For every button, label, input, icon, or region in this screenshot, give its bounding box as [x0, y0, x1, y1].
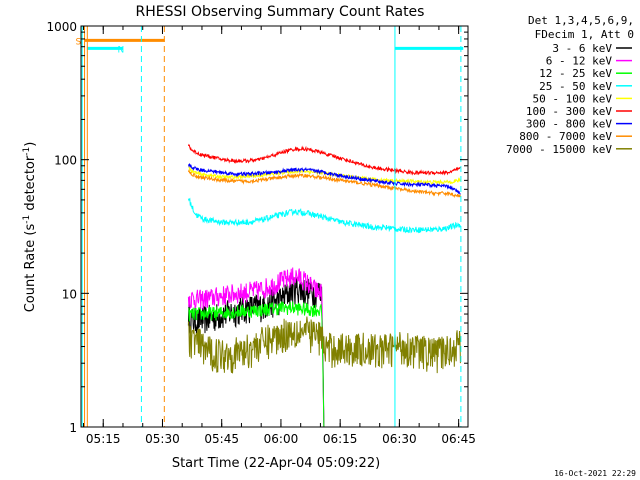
series-line-7 — [187, 169, 461, 199]
x-tick-label: 05:45 — [204, 432, 239, 446]
x-tick-label: 06:00 — [264, 432, 299, 446]
legend-header-1: Det 1,3,4,5,6,9, — [528, 14, 634, 27]
footer-timestamp: 16-Oct-2021 22:29 — [554, 469, 636, 478]
legend-label: 12 - 25 keV — [539, 67, 612, 80]
series-line-5 — [187, 143, 461, 176]
flag-label: S — [76, 37, 82, 47]
y-tick-label: 1 — [69, 421, 77, 435]
y-label-part: detector — [23, 155, 38, 215]
x-tick-label: 06:30 — [382, 432, 417, 446]
y-label-sup: -1 — [22, 147, 32, 156]
chart-title: RHESSI Observing Summary Count Rates — [136, 4, 425, 20]
x-tick-label: 05:15 — [86, 432, 121, 446]
flag-label: N — [117, 45, 124, 55]
legend-label: 100 - 300 keV — [526, 105, 612, 118]
x-tick-label: 06:45 — [441, 432, 476, 446]
series-line-8 — [187, 316, 461, 374]
y-label-sup: -1 — [22, 215, 32, 224]
y-label-part: ) — [23, 142, 38, 147]
y-axis-label: Count Rate (s-1 detector-1) — [22, 142, 38, 313]
legend-label: 25 - 50 keV — [539, 80, 612, 93]
legend-label: 50 - 100 keV — [533, 92, 613, 105]
series-line-3 — [187, 197, 461, 234]
plot-frame — [80, 25, 469, 428]
series-line-6 — [187, 163, 461, 195]
legend-label: 800 - 7000 keV — [519, 130, 612, 143]
y-tick-label: 10 — [62, 287, 77, 301]
legend-label: 3 - 6 keV — [552, 42, 612, 55]
legend-label: 7000 - 15000 keV — [506, 143, 612, 156]
x-axis-label: Start Time (22-Apr-04 05:09:22) — [172, 456, 380, 471]
x-tick-label: 05:30 — [145, 432, 180, 446]
y-tick-label: 100 — [54, 154, 77, 168]
legend-label: 6 - 12 keV — [546, 55, 613, 68]
y-tick-label: 1000 — [46, 20, 77, 34]
x-tick-label: 06:15 — [323, 432, 358, 446]
y-label-part: Count Rate (s — [23, 224, 38, 313]
legend-header-2: FDecim 1, Att 0 — [535, 28, 634, 41]
legend-label: 300 - 800 keV — [526, 118, 612, 131]
